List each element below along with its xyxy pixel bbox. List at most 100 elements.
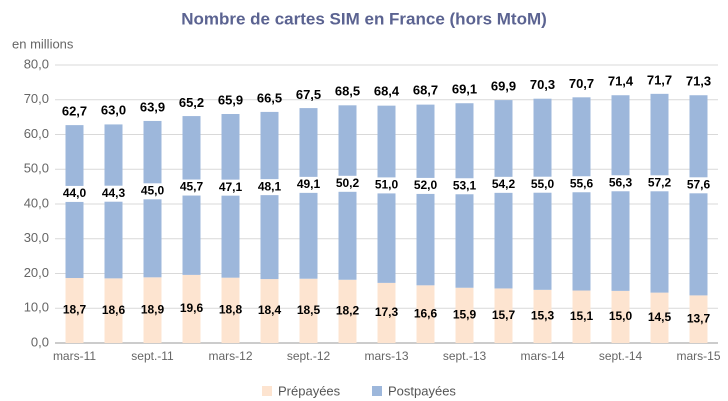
x-tick-label: sept.-14 <box>599 349 643 363</box>
total-label: 68,7 <box>413 83 438 98</box>
label-background <box>213 179 248 196</box>
y-axis-label: en millions <box>12 36 74 51</box>
x-tick-label: mars-14 <box>520 349 564 363</box>
x-tick-label: sept.-13 <box>443 349 487 363</box>
label-background <box>408 177 443 194</box>
data-label: 44,3 <box>102 186 126 200</box>
data-label: 13,7 <box>687 311 711 325</box>
x-tick-label: sept.-11 <box>131 349 174 363</box>
data-label: 48,1 <box>258 179 282 193</box>
y-tick-label: 30,0 <box>24 230 49 245</box>
y-tick-label: 0,0 <box>31 334 49 349</box>
total-label: 68,4 <box>374 84 400 99</box>
bar-segment <box>455 287 474 343</box>
bar-segment <box>494 100 513 289</box>
bar-segment <box>104 278 123 343</box>
bar-segment <box>572 97 591 291</box>
data-label: 15,1 <box>570 309 594 323</box>
total-label: 63,9 <box>140 99 165 114</box>
label-background <box>252 179 287 196</box>
bar-segment <box>650 292 669 343</box>
bar-segment <box>689 295 708 343</box>
legend-label: Prépayées <box>278 383 341 398</box>
data-label: 16,6 <box>414 306 438 320</box>
legend-swatch <box>262 386 272 396</box>
bar-segment <box>260 111 279 280</box>
bar-segment <box>533 98 552 290</box>
bar-segment <box>416 104 435 286</box>
legend-label: Postpayées <box>388 383 456 398</box>
label-background <box>525 176 560 193</box>
label-background <box>369 177 404 194</box>
bar-segment <box>377 105 396 283</box>
x-tick-label: mars-13 <box>364 349 408 363</box>
data-label: 57,6 <box>687 177 711 191</box>
legend-swatch <box>372 386 382 396</box>
data-label: 14,5 <box>648 310 672 324</box>
data-label: 47,1 <box>219 180 243 194</box>
bar-segment <box>494 288 513 343</box>
data-label: 55,6 <box>570 176 594 190</box>
data-label: 18,4 <box>258 303 282 317</box>
y-tick-label: 70,0 <box>24 91 49 106</box>
bar-segment <box>299 108 318 279</box>
data-label: 18,9 <box>141 302 165 316</box>
bar-segment <box>338 105 357 280</box>
y-tick-label: 60,0 <box>24 126 49 141</box>
label-background <box>603 175 638 192</box>
x-tick-label: mars-15 <box>676 349 720 363</box>
label-background <box>447 178 482 195</box>
data-label: 56,3 <box>609 175 633 189</box>
data-label: 18,7 <box>63 303 87 317</box>
x-tick-label: sept.-12 <box>287 349 331 363</box>
label-background <box>96 185 131 202</box>
data-label: 45,0 <box>141 183 165 197</box>
data-label: 44,0 <box>63 186 87 200</box>
label-background <box>486 176 521 193</box>
data-label: 57,2 <box>648 175 672 189</box>
bar-segment <box>377 282 396 343</box>
label-background <box>564 176 599 193</box>
total-label: 66,5 <box>257 90 282 105</box>
label-background <box>174 179 209 196</box>
label-background <box>291 176 326 193</box>
y-tick-label: 50,0 <box>24 161 49 176</box>
data-label: 15,0 <box>609 309 633 323</box>
bar-segment <box>416 285 435 343</box>
data-label: 53,1 <box>453 178 477 192</box>
bar-segment <box>260 279 279 343</box>
total-label: 62,7 <box>62 104 87 119</box>
bar-segment <box>143 277 162 343</box>
total-label: 71,3 <box>686 74 711 89</box>
data-label: 50,2 <box>336 176 360 190</box>
data-label: 15,7 <box>492 308 516 322</box>
total-label: 69,9 <box>491 79 516 94</box>
data-label: 55,0 <box>531 177 555 191</box>
data-label: 18,8 <box>219 303 243 317</box>
total-label: 65,2 <box>179 95 204 110</box>
data-label: 15,9 <box>453 308 477 322</box>
data-label: 45,7 <box>180 180 204 194</box>
data-label: 51,0 <box>375 178 399 192</box>
x-tick-label: mars-12 <box>208 349 252 363</box>
total-label: 69,1 <box>452 81 477 96</box>
data-label: 18,5 <box>297 303 321 317</box>
y-tick-label: 80,0 <box>24 56 49 71</box>
total-label: 63,0 <box>101 103 126 118</box>
label-background <box>330 175 365 192</box>
data-label: 15,3 <box>531 309 555 323</box>
chart-title: Nombre de cartes SIM en France (hors Mto… <box>181 9 547 28</box>
bar-segment <box>65 278 84 343</box>
data-label: 18,2 <box>336 304 360 318</box>
total-label: 70,7 <box>569 76 594 91</box>
label-background <box>57 185 92 202</box>
bar-segment <box>572 290 591 343</box>
data-label: 52,0 <box>414 178 438 192</box>
label-background <box>642 175 677 192</box>
bar-segment <box>221 113 240 278</box>
data-label: 17,3 <box>375 305 399 319</box>
total-label: 67,5 <box>296 87 321 102</box>
y-tick-label: 10,0 <box>24 300 49 315</box>
bar-segment <box>611 95 630 291</box>
